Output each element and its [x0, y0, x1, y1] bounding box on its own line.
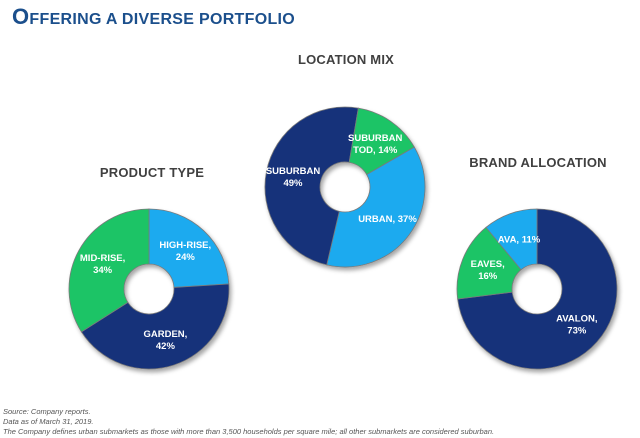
donut-slice	[348, 107, 415, 176]
donut-slice	[148, 208, 230, 288]
product-type-title: PRODUCT TYPE	[99, 165, 205, 180]
footnote-source: Source: Company reports.	[3, 407, 91, 416]
page-title-initial: O	[12, 4, 30, 29]
slice-label: HIGH-RISE, 24%	[159, 240, 211, 263]
slice-label: URBAN, 37%	[358, 214, 417, 225]
slice-label: AVA, 11%	[498, 235, 541, 246]
donut-slice	[68, 208, 150, 333]
page-title: OFFERING A DIVERSE PORTFOLIO	[12, 4, 295, 30]
footnotes: Source: Company reports. Data as of Marc…	[3, 407, 633, 437]
donut-slice	[326, 146, 426, 268]
brand-allocation-donut: AVALON, 73% EAVES, 16% AVA, 11%	[456, 208, 618, 370]
donut-slice	[457, 208, 618, 370]
footnote-date: Data as of March 31, 2019.	[3, 417, 94, 426]
donut-slice	[80, 283, 230, 370]
slice-label: EAVES, 16%	[471, 259, 505, 282]
page-title-rest: FFERING A DIVERSE PORTFOLIO	[29, 11, 296, 28]
slice-label: GARDEN, 42%	[143, 329, 187, 352]
donut-slice	[264, 106, 359, 266]
slice-label: MID-RISE, 34%	[80, 253, 125, 276]
product-type-donut: HIGH-RISE, 24% GARDEN, 42% MID-RISE, 34%	[68, 208, 230, 370]
slice-label: SUBURBAN 49%	[266, 166, 321, 189]
location-mix-title: LOCATION MIX	[297, 52, 395, 67]
brand-allocation-title: BRAND ALLOCATION	[469, 155, 607, 170]
donut-slice	[485, 208, 538, 271]
footnote-definition: The Company defines urban submarkets as …	[3, 427, 495, 436]
donut-ring	[456, 208, 618, 370]
location-mix-donut: URBAN, 37% SUBURBAN 49% SUBURBAN TOD, 14%	[264, 106, 426, 268]
donut-ring	[68, 208, 230, 370]
donut-ring	[264, 106, 426, 268]
slice-label: AVALON, 73%	[556, 314, 597, 337]
slice-label: SUBURBAN TOD, 14%	[348, 133, 403, 156]
